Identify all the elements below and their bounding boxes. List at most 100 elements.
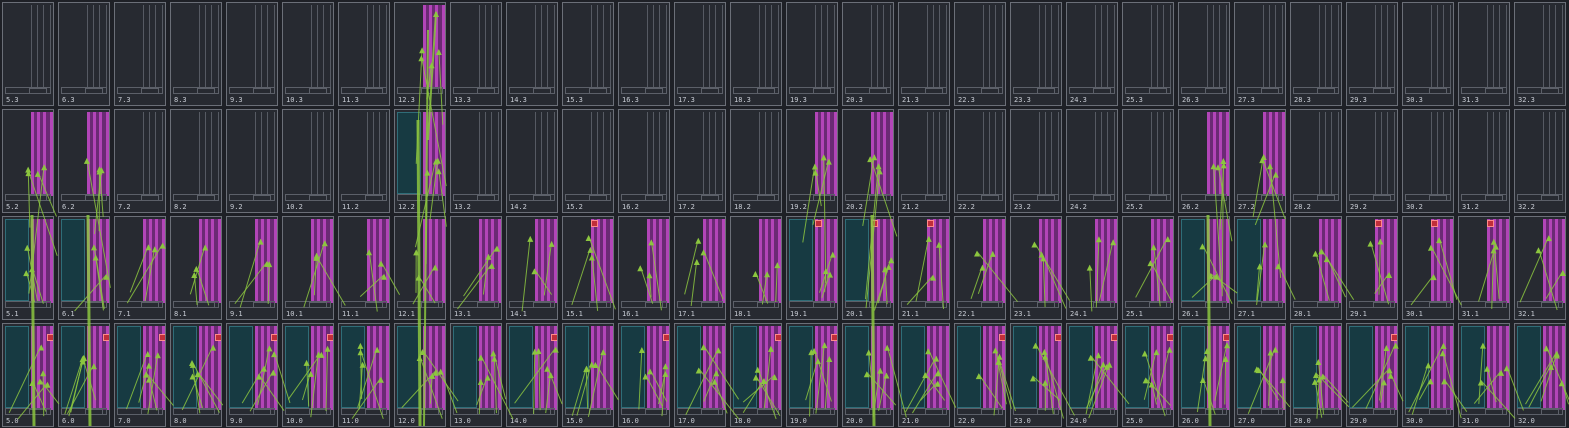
tile-6-2[interactable]: 6.2 xyxy=(58,109,110,213)
tile-21-0[interactable]: 21.0 xyxy=(898,323,950,427)
tile-9-2[interactable]: 9.2 xyxy=(226,109,278,213)
tile-11-2[interactable]: 11.2 xyxy=(338,109,390,213)
tile-25-3[interactable]: 25.3 xyxy=(1122,2,1174,106)
tile-17-2[interactable]: 17.2 xyxy=(674,109,726,213)
tile-32-3[interactable]: 32.3 xyxy=(1514,2,1566,106)
tile-32-0[interactable]: 32.0 xyxy=(1514,323,1566,427)
tile-26-2[interactable]: 26.2 xyxy=(1178,109,1230,213)
alert-marker[interactable] xyxy=(1487,220,1494,227)
tile-19-0[interactable]: 19.0 xyxy=(786,323,838,427)
tile-6-0[interactable]: 6.0 xyxy=(58,323,110,427)
tile-10-3[interactable]: 10.3 xyxy=(282,2,334,106)
tile-30-3[interactable]: 30.3 xyxy=(1402,2,1454,106)
alert-marker[interactable] xyxy=(159,334,165,341)
tile-29-0[interactable]: 29.0 xyxy=(1346,323,1398,427)
tile-23-2[interactable]: 23.2 xyxy=(1010,109,1062,213)
tile-21-2[interactable]: 21.2 xyxy=(898,109,950,213)
alert-marker[interactable] xyxy=(271,334,277,341)
tile-13-3[interactable]: 13.3 xyxy=(450,2,502,106)
tile-21-1[interactable]: 21.1 xyxy=(898,216,950,320)
tile-7-2[interactable]: 7.2 xyxy=(114,109,166,213)
tile-17-3[interactable]: 17.3 xyxy=(674,2,726,106)
tile-29-2[interactable]: 29.2 xyxy=(1346,109,1398,213)
tile-18-2[interactable]: 18.2 xyxy=(730,109,782,213)
tile-20-3[interactable]: 20.3 xyxy=(842,2,894,106)
tile-9-1[interactable]: 9.1 xyxy=(226,216,278,320)
tile-23-0[interactable]: 23.0 xyxy=(1010,323,1062,427)
tile-22-3[interactable]: 22.3 xyxy=(954,2,1006,106)
tile-21-3[interactable]: 21.3 xyxy=(898,2,950,106)
tile-18-0[interactable]: 18.0 xyxy=(730,323,782,427)
alert-marker[interactable] xyxy=(1167,334,1173,341)
tile-26-0[interactable]: 26.0 xyxy=(1178,323,1230,427)
tile-32-2[interactable]: 32.2 xyxy=(1514,109,1566,213)
tile-8-1[interactable]: 8.1 xyxy=(170,216,222,320)
tile-25-1[interactable]: 25.1 xyxy=(1122,216,1174,320)
tile-5-1[interactable]: 5.1 xyxy=(2,216,54,320)
tile-31-3[interactable]: 31.3 xyxy=(1458,2,1510,106)
tile-16-3[interactable]: 16.3 xyxy=(618,2,670,106)
tile-23-1[interactable]: 23.1 xyxy=(1010,216,1062,320)
tile-19-2[interactable]: 19.2 xyxy=(786,109,838,213)
tile-25-0[interactable]: 25.0 xyxy=(1122,323,1174,427)
tile-15-3[interactable]: 15.3 xyxy=(562,2,614,106)
tile-27-3[interactable]: 27.3 xyxy=(1234,2,1286,106)
tile-12-3[interactable]: 12.3 xyxy=(394,2,446,106)
tile-29-1[interactable]: 29.1 xyxy=(1346,216,1398,320)
tile-10-0[interactable]: 10.0 xyxy=(282,323,334,427)
tile-26-3[interactable]: 26.3 xyxy=(1178,2,1230,106)
alert-marker[interactable] xyxy=(47,334,53,341)
alert-marker[interactable] xyxy=(1223,334,1229,341)
alert-marker[interactable] xyxy=(1055,334,1061,341)
tile-5-0[interactable]: 5.0 xyxy=(2,323,54,427)
tile-13-1[interactable]: 13.1 xyxy=(450,216,502,320)
tile-5-2[interactable]: 5.2 xyxy=(2,109,54,213)
tile-28-3[interactable]: 28.3 xyxy=(1290,2,1342,106)
alert-marker[interactable] xyxy=(591,220,598,227)
tile-7-1[interactable]: 7.1 xyxy=(114,216,166,320)
tile-24-2[interactable]: 24.2 xyxy=(1066,109,1118,213)
alert-marker[interactable] xyxy=(775,334,781,341)
tile-30-2[interactable]: 30.2 xyxy=(1402,109,1454,213)
tile-8-0[interactable]: 8.0 xyxy=(170,323,222,427)
tile-11-3[interactable]: 11.3 xyxy=(338,2,390,106)
tile-24-0[interactable]: 24.0 xyxy=(1066,323,1118,427)
tile-32-1[interactable]: 32.1 xyxy=(1514,216,1566,320)
tile-17-0[interactable]: 17.0 xyxy=(674,323,726,427)
alert-marker[interactable] xyxy=(871,220,878,227)
tile-18-3[interactable]: 18.3 xyxy=(730,2,782,106)
tile-27-2[interactable]: 27.2 xyxy=(1234,109,1286,213)
tile-22-1[interactable]: 22.1 xyxy=(954,216,1006,320)
tile-8-2[interactable]: 8.2 xyxy=(170,109,222,213)
tile-9-0[interactable]: 9.0 xyxy=(226,323,278,427)
alert-marker[interactable] xyxy=(815,220,822,227)
tile-14-3[interactable]: 14.3 xyxy=(506,2,558,106)
tile-10-2[interactable]: 10.2 xyxy=(282,109,334,213)
tile-8-3[interactable]: 8.3 xyxy=(170,2,222,106)
tile-30-1[interactable]: 30.1 xyxy=(1402,216,1454,320)
tile-20-2[interactable]: 20.2 xyxy=(842,109,894,213)
tile-27-0[interactable]: 27.0 xyxy=(1234,323,1286,427)
alert-marker[interactable] xyxy=(831,334,837,341)
tile-22-2[interactable]: 22.2 xyxy=(954,109,1006,213)
tile-31-1[interactable]: 31.1 xyxy=(1458,216,1510,320)
tile-16-2[interactable]: 16.2 xyxy=(618,109,670,213)
alert-marker[interactable] xyxy=(215,334,221,341)
tile-16-0[interactable]: 16.0 xyxy=(618,323,670,427)
tile-12-2[interactable]: 12.2 xyxy=(394,109,446,213)
tile-11-1[interactable]: 11.1 xyxy=(338,216,390,320)
tile-13-0[interactable]: 13.0 xyxy=(450,323,502,427)
tile-28-2[interactable]: 28.2 xyxy=(1290,109,1342,213)
tile-31-2[interactable]: 31.2 xyxy=(1458,109,1510,213)
tile-14-0[interactable]: 14.0 xyxy=(506,323,558,427)
tile-12-1[interactable]: 12.1 xyxy=(394,216,446,320)
tile-13-2[interactable]: 13.2 xyxy=(450,109,502,213)
tile-7-0[interactable]: 7.0 xyxy=(114,323,166,427)
tile-22-0[interactable]: 22.0 xyxy=(954,323,1006,427)
alert-marker[interactable] xyxy=(551,334,557,341)
tile-10-1[interactable]: 10.1 xyxy=(282,216,334,320)
alert-marker[interactable] xyxy=(327,334,333,341)
tile-27-1[interactable]: 27.1 xyxy=(1234,216,1286,320)
alert-marker[interactable] xyxy=(663,334,669,341)
alert-marker[interactable] xyxy=(1391,334,1397,341)
